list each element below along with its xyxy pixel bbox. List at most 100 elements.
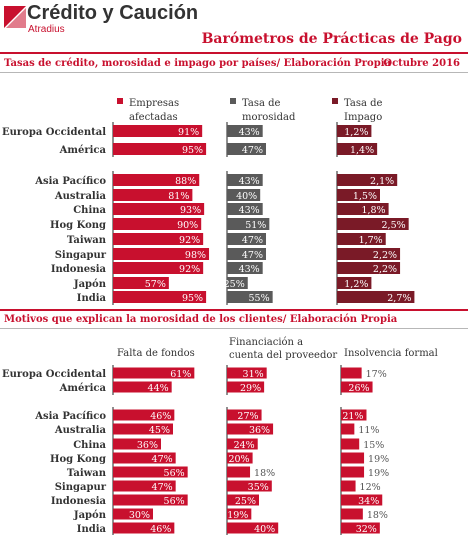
value-label: 30%: [129, 510, 150, 521]
value-label: 1,8%: [361, 205, 385, 216]
value-label: 18%: [254, 468, 275, 479]
bar: [113, 508, 153, 520]
value-label: 36%: [249, 425, 270, 436]
value-label: 1,2%: [344, 279, 368, 290]
category-label: China: [73, 440, 106, 451]
category-label: Taiwan: [67, 468, 107, 479]
value-label: 56%: [164, 496, 185, 507]
category-label: Europa Occidental: [2, 127, 106, 138]
value-label: 57%: [145, 279, 166, 290]
value-label: 2,1%: [370, 176, 394, 187]
value-label: 32%: [356, 524, 377, 535]
value-label: 47%: [242, 145, 263, 156]
category-label: Indonesia: [51, 264, 107, 275]
bar: [337, 233, 386, 245]
bar: [113, 466, 188, 478]
bar: [113, 367, 195, 379]
legend-label: Financiación a: [229, 337, 303, 348]
bar: [341, 381, 373, 393]
bar: [227, 480, 272, 492]
category-label: China: [73, 205, 106, 216]
bar: [337, 189, 380, 201]
value-label: 45%: [149, 425, 170, 436]
value-label: 17%: [366, 369, 387, 380]
value-label: 20%: [228, 454, 249, 465]
value-label: 44%: [148, 383, 169, 394]
legend-label: Impago: [344, 112, 382, 123]
brand-sub: Atradius: [28, 24, 65, 35]
bar: [337, 218, 409, 230]
brand-name: Crédito y Caución: [27, 2, 199, 24]
value-label: 91%: [178, 127, 199, 138]
value-label: 40%: [254, 524, 275, 535]
section2-title: Motivos que explican la morosidad de los…: [4, 314, 398, 325]
legend-swatch: [332, 98, 338, 104]
section1-date: Octubre 2016: [383, 58, 460, 69]
bar: [337, 291, 415, 303]
value-label: 43%: [239, 205, 260, 216]
value-label: 19%: [227, 510, 248, 521]
bar: [113, 203, 205, 215]
bar: [227, 143, 267, 155]
value-label: 21%: [342, 411, 363, 422]
bar: [113, 522, 175, 534]
value-label: 29%: [240, 383, 261, 394]
bar: [337, 248, 401, 260]
bar: [227, 189, 261, 201]
category-label: India: [77, 524, 107, 535]
legend-label: morosidad: [242, 112, 296, 123]
value-label: 35%: [248, 482, 269, 493]
bar: [337, 277, 372, 289]
value-label: 25%: [224, 279, 245, 290]
value-label: 46%: [150, 411, 171, 422]
category-label: Taiwan: [67, 235, 107, 246]
bar: [113, 494, 188, 506]
bar: [227, 233, 267, 245]
value-label: 93%: [180, 205, 201, 216]
value-label: 55%: [249, 293, 270, 304]
category-label: Japón: [73, 279, 107, 290]
bar: [341, 466, 365, 478]
category-label: Singapur: [55, 482, 107, 493]
value-label: 36%: [137, 440, 158, 451]
value-label: 1,2%: [344, 127, 368, 138]
value-label: 88%: [175, 176, 196, 187]
value-label: 51%: [245, 220, 266, 231]
section1-title: Tasas de crédito, morosidad e impago por…: [4, 58, 391, 69]
value-label: 26%: [348, 383, 369, 394]
value-label: 2,2%: [373, 250, 397, 261]
bar: [337, 174, 398, 186]
bar: [113, 291, 207, 303]
bar: [113, 189, 193, 201]
bar: [337, 143, 378, 155]
value-label: 46%: [150, 524, 171, 535]
legend-label: Tasa de: [242, 98, 281, 109]
bar: [227, 452, 253, 464]
value-label: 1,4%: [350, 145, 374, 156]
value-label: 61%: [170, 369, 191, 380]
bar: [113, 143, 207, 155]
value-label: 1,7%: [359, 235, 383, 246]
value-label: 92%: [179, 264, 200, 275]
bar: [227, 248, 267, 260]
value-label: 40%: [236, 191, 257, 202]
bar: [341, 438, 360, 450]
value-label: 43%: [239, 176, 260, 187]
value-label: 2,7%: [387, 293, 411, 304]
section1-rule: [0, 72, 468, 73]
value-label: 47%: [152, 454, 173, 465]
section2-rule: [0, 328, 468, 329]
bar: [113, 277, 169, 289]
value-label: 47%: [152, 482, 173, 493]
bar: [341, 367, 362, 379]
legend-label: Empresas: [129, 98, 179, 109]
bar: [113, 480, 176, 492]
value-label: 95%: [182, 293, 203, 304]
bar: [337, 125, 372, 137]
bar: [227, 262, 263, 274]
bar: [341, 452, 365, 464]
value-label: 27%: [237, 411, 258, 422]
value-label: 18%: [367, 510, 388, 521]
bar: [113, 409, 175, 421]
legend-label: Tasa de: [344, 98, 383, 109]
